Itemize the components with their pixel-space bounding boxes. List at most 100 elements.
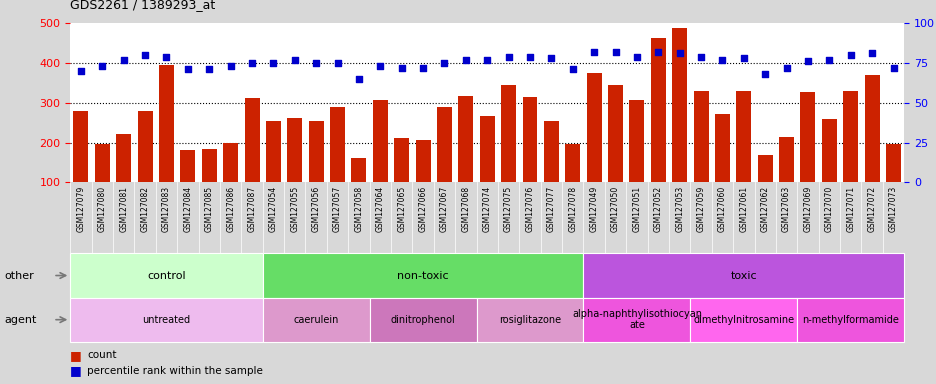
- Text: GSM127061: GSM127061: [739, 186, 748, 232]
- Bar: [262, 298, 369, 342]
- Text: caerulein: caerulein: [293, 314, 339, 325]
- Text: GSM127078: GSM127078: [567, 186, 577, 232]
- Bar: [583, 298, 690, 342]
- Text: other: other: [5, 270, 35, 281]
- Bar: [842, 91, 857, 222]
- Text: GSM127067: GSM127067: [440, 186, 448, 232]
- Text: GSM127085: GSM127085: [205, 186, 213, 232]
- Bar: [479, 116, 494, 222]
- Text: GSM127054: GSM127054: [269, 186, 278, 232]
- Text: GSM127081: GSM127081: [119, 186, 128, 232]
- Bar: [501, 85, 516, 222]
- Bar: [351, 158, 366, 222]
- Point: [543, 55, 558, 61]
- Bar: [436, 107, 451, 222]
- Text: GSM127058: GSM127058: [354, 186, 363, 232]
- Bar: [583, 253, 903, 298]
- Point: [116, 56, 131, 63]
- Text: GSM127080: GSM127080: [97, 186, 107, 232]
- Text: GSM127074: GSM127074: [482, 186, 491, 232]
- Point: [736, 55, 751, 61]
- Bar: [607, 85, 622, 222]
- Point: [714, 56, 729, 63]
- Bar: [116, 134, 131, 222]
- Bar: [885, 144, 900, 222]
- Text: GDS2261 / 1389293_at: GDS2261 / 1389293_at: [70, 0, 215, 12]
- Point: [373, 63, 388, 69]
- Bar: [287, 118, 302, 222]
- Bar: [778, 137, 793, 222]
- Point: [501, 53, 516, 60]
- Bar: [416, 140, 431, 222]
- Point: [821, 56, 836, 63]
- Text: GSM127077: GSM127077: [547, 186, 555, 232]
- Text: GSM127059: GSM127059: [695, 186, 705, 232]
- Text: untreated: untreated: [142, 314, 190, 325]
- Text: dimethylnitrosamine: dimethylnitrosamine: [693, 314, 794, 325]
- Text: GSM127051: GSM127051: [632, 186, 641, 232]
- Point: [651, 49, 665, 55]
- Point: [522, 53, 537, 60]
- Text: alpha-naphthylisothiocyan
ate: alpha-naphthylisothiocyan ate: [571, 309, 701, 331]
- Text: GSM127063: GSM127063: [782, 186, 790, 232]
- Text: dinitrophenol: dinitrophenol: [390, 314, 455, 325]
- Bar: [73, 111, 88, 222]
- Text: GSM127065: GSM127065: [397, 186, 406, 232]
- Bar: [266, 121, 281, 222]
- Text: GSM127086: GSM127086: [226, 186, 235, 232]
- Bar: [262, 253, 583, 298]
- Bar: [522, 97, 537, 222]
- Bar: [714, 114, 729, 222]
- Text: ■: ■: [70, 364, 82, 377]
- Text: ■: ■: [70, 349, 82, 362]
- Text: GSM127082: GSM127082: [140, 186, 150, 232]
- Bar: [329, 107, 344, 222]
- Bar: [458, 96, 473, 222]
- Text: GSM127066: GSM127066: [418, 186, 427, 232]
- Point: [885, 65, 900, 71]
- Text: GSM127071: GSM127071: [845, 186, 855, 232]
- Bar: [394, 138, 409, 222]
- Text: GSM127049: GSM127049: [589, 186, 598, 232]
- Text: GSM127079: GSM127079: [77, 186, 85, 232]
- Bar: [693, 91, 708, 222]
- Text: rosiglitazone: rosiglitazone: [498, 314, 561, 325]
- Text: GSM127055: GSM127055: [290, 186, 299, 232]
- Point: [244, 60, 259, 66]
- Point: [223, 63, 238, 69]
- Bar: [864, 75, 879, 222]
- Bar: [369, 298, 476, 342]
- Point: [308, 60, 323, 66]
- Bar: [308, 121, 323, 222]
- Point: [629, 53, 644, 60]
- Point: [864, 50, 879, 56]
- Bar: [70, 253, 262, 298]
- Point: [757, 71, 772, 77]
- Text: GSM127068: GSM127068: [461, 186, 470, 232]
- Text: GSM127062: GSM127062: [760, 186, 768, 232]
- Text: GSM127050: GSM127050: [610, 186, 620, 232]
- Bar: [244, 98, 259, 222]
- Bar: [690, 298, 797, 342]
- Point: [394, 65, 409, 71]
- Point: [73, 68, 88, 74]
- Bar: [138, 111, 153, 222]
- Point: [287, 56, 302, 63]
- Bar: [476, 298, 583, 342]
- Text: percentile rank within the sample: percentile rank within the sample: [87, 366, 263, 376]
- Point: [201, 66, 216, 72]
- Bar: [629, 99, 644, 222]
- Bar: [223, 142, 238, 222]
- Text: control: control: [147, 270, 185, 281]
- Point: [266, 60, 281, 66]
- Bar: [757, 155, 772, 222]
- Point: [671, 50, 686, 56]
- Text: GSM127084: GSM127084: [183, 186, 192, 232]
- Text: GSM127053: GSM127053: [675, 186, 683, 232]
- Point: [586, 49, 601, 55]
- Point: [138, 52, 153, 58]
- Point: [329, 60, 344, 66]
- Point: [842, 52, 857, 58]
- Bar: [797, 298, 903, 342]
- Bar: [70, 298, 262, 342]
